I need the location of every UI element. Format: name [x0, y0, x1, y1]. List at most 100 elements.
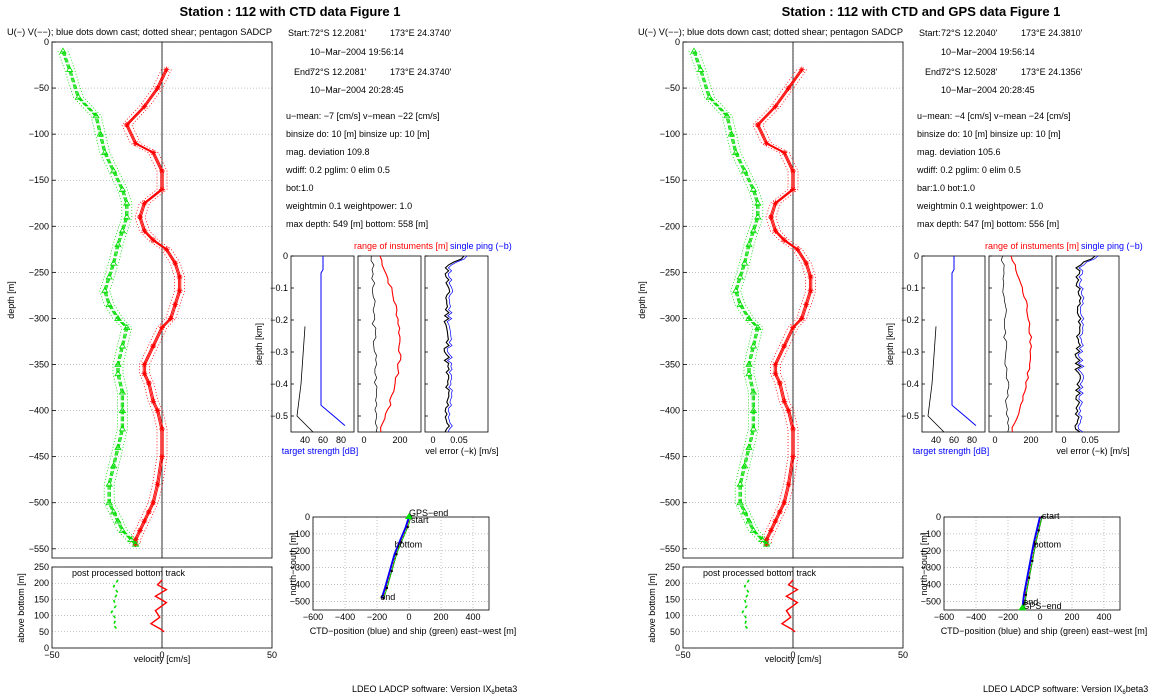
y-tick-label: −450: [29, 452, 49, 462]
x-tick-label: 80: [336, 435, 346, 445]
series-u-point: [776, 379, 783, 386]
end-time: 10−Mar−2004 20:28:45: [310, 85, 404, 95]
y-tick-label: −100: [660, 129, 680, 139]
series-u-line: [757, 69, 812, 545]
figure-2: Station : 112 with CTD and GPS data Figu…: [637, 4, 1148, 696]
series-v-point: [118, 342, 127, 349]
series-u-point: [159, 168, 165, 174]
series-v-point: [118, 185, 127, 192]
series-u-point: [141, 370, 148, 377]
y-tick-label: −250: [660, 267, 680, 277]
x-tick-label: −600: [303, 612, 323, 622]
ship-point: [395, 553, 398, 556]
footer-tail: beta3: [1126, 684, 1149, 694]
info-block: Start: 72°S 12.2040' 173°E 24.3810' 10−Mar−…: [916, 28, 1083, 229]
series-u-line: [126, 69, 181, 545]
series-u-shear: [121, 69, 176, 545]
footer-tail: beta3: [495, 684, 518, 694]
x-tick-label: −400: [966, 612, 986, 622]
series-v-point: [96, 130, 105, 137]
series-v-point: [723, 111, 731, 119]
x-axis-label: velocity [cm/s]: [134, 654, 191, 664]
series-u-point: [141, 227, 148, 234]
info-block: Start: 72°S 12.2081' 173°E 24.3740'10−Mar−…: [285, 28, 452, 229]
x-tick-label: 50: [898, 650, 908, 660]
series-v-point: [690, 47, 698, 54]
y-tick-label: −250: [29, 267, 49, 277]
bottom-track-ylabel: above bottom [m]: [16, 573, 26, 643]
start-time: 10−Mar−2004 19:56:14: [941, 47, 1035, 57]
y-tick-label: 50: [39, 627, 49, 637]
series-u-point: [763, 536, 770, 543]
y-tick-label: −400: [290, 580, 310, 590]
y-tick-label: −500: [29, 498, 49, 508]
series-v-point: [749, 227, 758, 234]
nav-label: end: [380, 592, 395, 602]
y-tick-label: −550: [660, 544, 680, 554]
series-u-point: [159, 453, 165, 460]
series-u-point: [154, 481, 161, 488]
series-v-line: [692, 51, 766, 545]
vel-error-blue: [1077, 255, 1099, 433]
series-v-point: [109, 462, 118, 469]
series-u-point: [803, 301, 810, 308]
nav-label: bottom: [395, 539, 423, 549]
x-tick-label: 60: [949, 435, 959, 445]
series-u-point: [776, 508, 783, 515]
start-lon: 173°E 24.3810': [1021, 28, 1083, 38]
vel-error-label: vel error (−k) [m/s]: [1056, 446, 1129, 456]
series-u-point: [785, 85, 792, 92]
info-line: u−mean: −7 [cm/s] v−mean −22 [cm/s]: [286, 111, 440, 121]
x-tick-label: −50: [44, 650, 59, 660]
series-u-point: [145, 379, 152, 386]
instrument-panel-axes: [921, 255, 986, 433]
nav-label: start: [411, 515, 429, 525]
series-v-point: [736, 273, 744, 280]
series-v-line: [61, 51, 135, 545]
ship-point: [406, 525, 409, 529]
series-v-point: [101, 287, 109, 294]
series-u-line: [125, 69, 179, 545]
vel-error-blue: [446, 255, 468, 433]
ship-point: [385, 586, 389, 590]
x-axis-label: velocity [cm/s]: [765, 654, 822, 664]
x-tick-label: −400: [335, 612, 355, 622]
depth-km-label: depth [km]: [254, 323, 264, 365]
y-tick-label: 0: [44, 643, 49, 653]
y-tick-label: −500: [660, 498, 680, 508]
info-line: weightmin 0.1 weightpower: 1.0: [916, 201, 1043, 211]
figure-1: Station : 112 with CTD data Figure 1 U(−)…: [6, 4, 517, 696]
series-v-point: [74, 93, 83, 100]
series-v-line: [62, 51, 136, 545]
series-u-point: [790, 168, 796, 174]
start-lat: 72°S 12.2040': [941, 28, 998, 38]
series-v-point: [736, 498, 744, 506]
profile-panel: 0 −50 −100 −150 −200 −250 −300 −350 −400 −450 −500…: [637, 37, 904, 559]
y-tick-label: −0.3: [901, 347, 919, 357]
start-time: 10−Mar−2004 19:56:14: [310, 47, 404, 57]
series-v-point: [758, 535, 766, 542]
series-u-point: [772, 200, 779, 207]
y-tick-label: −0.5: [270, 411, 288, 421]
end-label: End:: [294, 67, 313, 77]
series-u-point: [798, 315, 805, 322]
series-u-line: [758, 69, 813, 545]
series-v-point: [745, 443, 753, 450]
y-tick-label: −150: [29, 175, 49, 185]
series-v-point: [749, 342, 758, 349]
series-u-point: [167, 315, 174, 322]
series-v-shear: [688, 51, 762, 545]
bottom-track-ylabel: above bottom [m]: [647, 573, 657, 643]
series-u-point: [172, 260, 179, 267]
y-tick-label: 150: [665, 594, 680, 604]
series-v-point: [740, 508, 749, 515]
series-v-point: [740, 167, 749, 174]
instrument-panels: range of instuments [m] single ping (−b) 0…: [254, 241, 512, 456]
series-v-point: [105, 480, 113, 487]
range-black-line: [370, 255, 378, 433]
series-u-point: [150, 237, 157, 244]
x-tick-label: 400: [465, 612, 480, 622]
x-tick-label: 0: [992, 435, 997, 445]
series-v-point: [59, 47, 67, 54]
